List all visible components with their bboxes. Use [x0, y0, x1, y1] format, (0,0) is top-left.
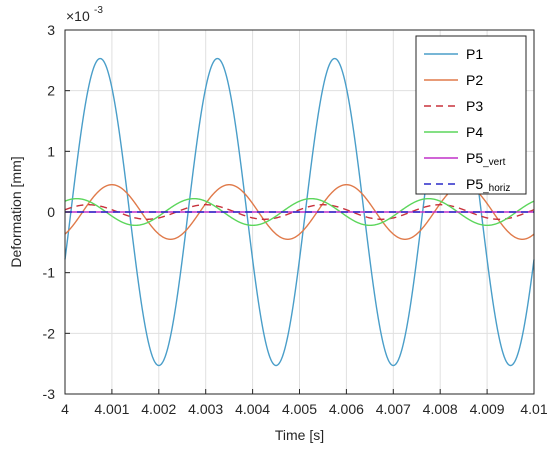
x-tick-label: 4.004 [235, 401, 270, 417]
x-tick-label: 4.007 [376, 401, 411, 417]
legend-label: P3 [466, 98, 483, 114]
y-tick-label: -2 [43, 325, 56, 341]
x-tick-label: 4 [61, 401, 69, 417]
series-line-p4 [64, 197, 535, 227]
legend-label: P2 [466, 72, 483, 88]
y-tick-label: 2 [47, 83, 55, 99]
x-tick-label: 4.009 [470, 401, 505, 417]
legend-label: P5_horiz [466, 176, 510, 194]
legend-label: P1 [466, 46, 483, 62]
x-tick-label: 4.001 [94, 401, 129, 417]
y-ticks: -3 -2 -1 0 1 2 3 [43, 22, 70, 402]
x-tick-label: 4.006 [329, 401, 364, 417]
legend: P1 P2 P3 P4 P5_vert P5_horiz [415, 35, 527, 195]
x-tick-label: 4.005 [282, 401, 317, 417]
y-exponent: ×10 -3 [66, 5, 103, 24]
y-tick-label: 3 [47, 22, 55, 38]
legend-label: P4 [466, 124, 483, 140]
y-exponent-base: ×10 [66, 8, 90, 24]
y-tick-label: 0 [47, 204, 55, 220]
x-tick-label: 4.002 [141, 401, 176, 417]
x-tick-label: 4.003 [188, 401, 223, 417]
legend-label: P5_vert [466, 150, 506, 168]
x-axis-label: Time [s] [275, 427, 324, 443]
x-tick-label: 4.008 [423, 401, 458, 417]
y-tick-label: -3 [43, 386, 56, 402]
y-tick-label: 1 [47, 143, 55, 159]
x-tick-label: 4.01 [520, 401, 547, 417]
y-axis-label: Deformation [mm] [8, 156, 24, 267]
y-tick-label: -1 [43, 265, 56, 281]
legend-box [415, 35, 527, 195]
x-ticks: 4 4.001 4.002 4.003 4.004 4.005 4.006 4.007 4.00… [61, 389, 548, 417]
series-line-p3 [64, 204, 535, 220]
y-exponent-power: -3 [94, 5, 103, 16]
